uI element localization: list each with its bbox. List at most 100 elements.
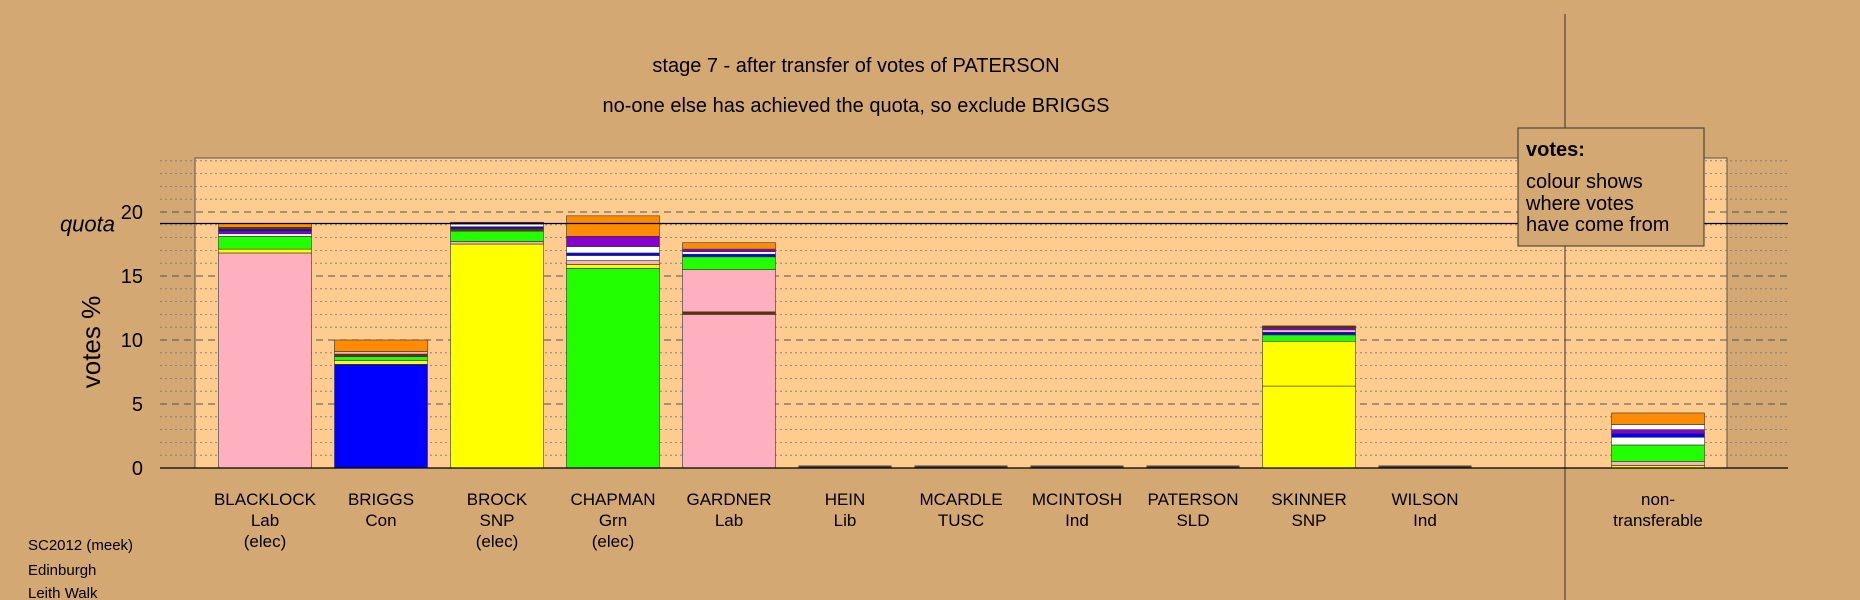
category-label-line: SNP [1292,511,1327,530]
category-label: WILSON Ind [1391,490,1458,530]
category-label: PATERSON SLD [1148,490,1239,530]
bar-segment [682,314,776,469]
category-label-line: PATERSON [1148,490,1239,509]
category-label-line: SNP [480,511,515,530]
footer-line-2: Edinburgh [28,562,96,579]
category-label-line: CHAPMAN [570,490,655,509]
category-label: BRIGGS Con [348,490,414,530]
bar-segment [566,260,660,265]
category-label-line: Ind [1065,511,1089,530]
category-label: HEIN Lib [825,490,866,530]
bar-segment [682,269,776,313]
bar-stack [334,339,428,469]
bar-segment [566,264,660,269]
y-tick-labels: 0 5 10 15 20 [121,202,143,480]
category-labels: BLACKLOCK Lab (elec) BRIGGS Con BROCK SNP (elec… [214,490,1703,551]
bars [218,215,1705,469]
category-label-line: (elec) [476,532,519,551]
bar-segment [566,255,660,261]
category-label-line: HEIN [825,490,866,509]
category-label-line: BLACKLOCK [214,490,317,509]
bar-segment [566,215,660,237]
bar-segment [1611,433,1705,438]
bar-segment [334,351,428,355]
bar-segment [682,242,776,250]
quota-label: quota [60,212,115,237]
footer-line-1: SC2012 (meek) [28,537,133,554]
y-tick-label: 10 [121,330,143,352]
category-label-line: MCARDLE [919,490,1002,509]
bar-stack [450,221,544,469]
bar-segment [1262,329,1356,333]
bar-stack [1611,412,1705,469]
chart-subtitle: no-one else has achieved the quota, so e… [603,95,1110,117]
bar-segment [218,252,312,469]
category-label-line: WILSON [1391,490,1458,509]
bar-segment [450,228,544,232]
bar-segment [1611,424,1705,430]
bar-segment [450,230,544,242]
bar-segment [1611,436,1705,446]
bar-segment [218,236,312,250]
category-label-line: Lib [834,511,857,530]
category-label-line: Ind [1413,511,1437,530]
bar-segment [682,311,776,315]
bar-segment [1262,385,1356,469]
bar-segment [1262,340,1356,387]
bar-stack [218,223,312,469]
bar-segment [566,236,660,247]
category-label-line: Lab [715,511,743,530]
y-tick-label: 15 [121,266,143,288]
bar-segment [218,230,312,235]
bar-stack [682,242,776,469]
bar-segment [1611,429,1705,434]
bar-segment [1611,461,1705,466]
bar-segment [334,360,428,365]
category-label: GARDNER Lab [686,490,771,530]
category-label-line: GARDNER [686,490,771,509]
legend-box: votes: colour shows where votes have com… [1517,127,1705,247]
category-label-line: Con [365,511,396,530]
category-label-line: SKINNER [1271,490,1347,509]
bar-segment [682,253,776,258]
y-axis-label: votes % [76,296,106,389]
bar-segment [218,248,312,254]
bar-segment [1611,412,1705,425]
category-label-line: (elec) [244,532,287,551]
legend-line-3: have come from [1526,214,1669,236]
bar-segment [450,223,544,228]
category-label-line: MCINTOSH [1032,490,1122,509]
legend-frame [1517,127,1705,247]
category-label-line: BRIGGS [348,490,414,509]
y-tick-label: 5 [132,394,143,416]
category-label: SKINNER SNP [1271,490,1347,530]
bar-segment [1262,334,1356,342]
bar-segment [682,251,776,255]
gridlines [160,160,1788,456]
legend-title: votes: [1526,139,1585,161]
chart-title: stage 7 - after transfer of votes of PAT… [652,55,1059,77]
bar-segment [334,339,428,352]
category-label: MCINTOSH Ind [1032,490,1122,530]
bar-segment [566,268,660,469]
bar-segment [682,256,776,270]
bar-stack [1262,325,1356,469]
category-label: MCARDLE TUSC [919,490,1002,530]
category-label-line: transferable [1613,511,1703,530]
category-label-line: non- [1641,490,1675,509]
category-label: BROCK SNP (elec) [467,490,528,551]
bar-segment [566,246,660,254]
bar-segment [334,364,428,469]
bar-segment [218,233,312,237]
category-label-line: SLD [1176,511,1209,530]
category-label: CHAPMAN Grn (elec) [570,490,655,551]
y-tick-label: 0 [132,458,143,480]
bar-segment [566,252,660,256]
footer-line-3: Leith Walk [28,585,98,600]
bar-segment [682,248,776,252]
legend-line-2: where votes [1525,193,1634,215]
footer: SC2012 (meek) Edinburgh Leith Walk [28,537,133,600]
category-label: BLACKLOCK Lab (elec) [214,490,317,551]
bar-segment [334,353,428,357]
bar-segment [450,241,544,245]
